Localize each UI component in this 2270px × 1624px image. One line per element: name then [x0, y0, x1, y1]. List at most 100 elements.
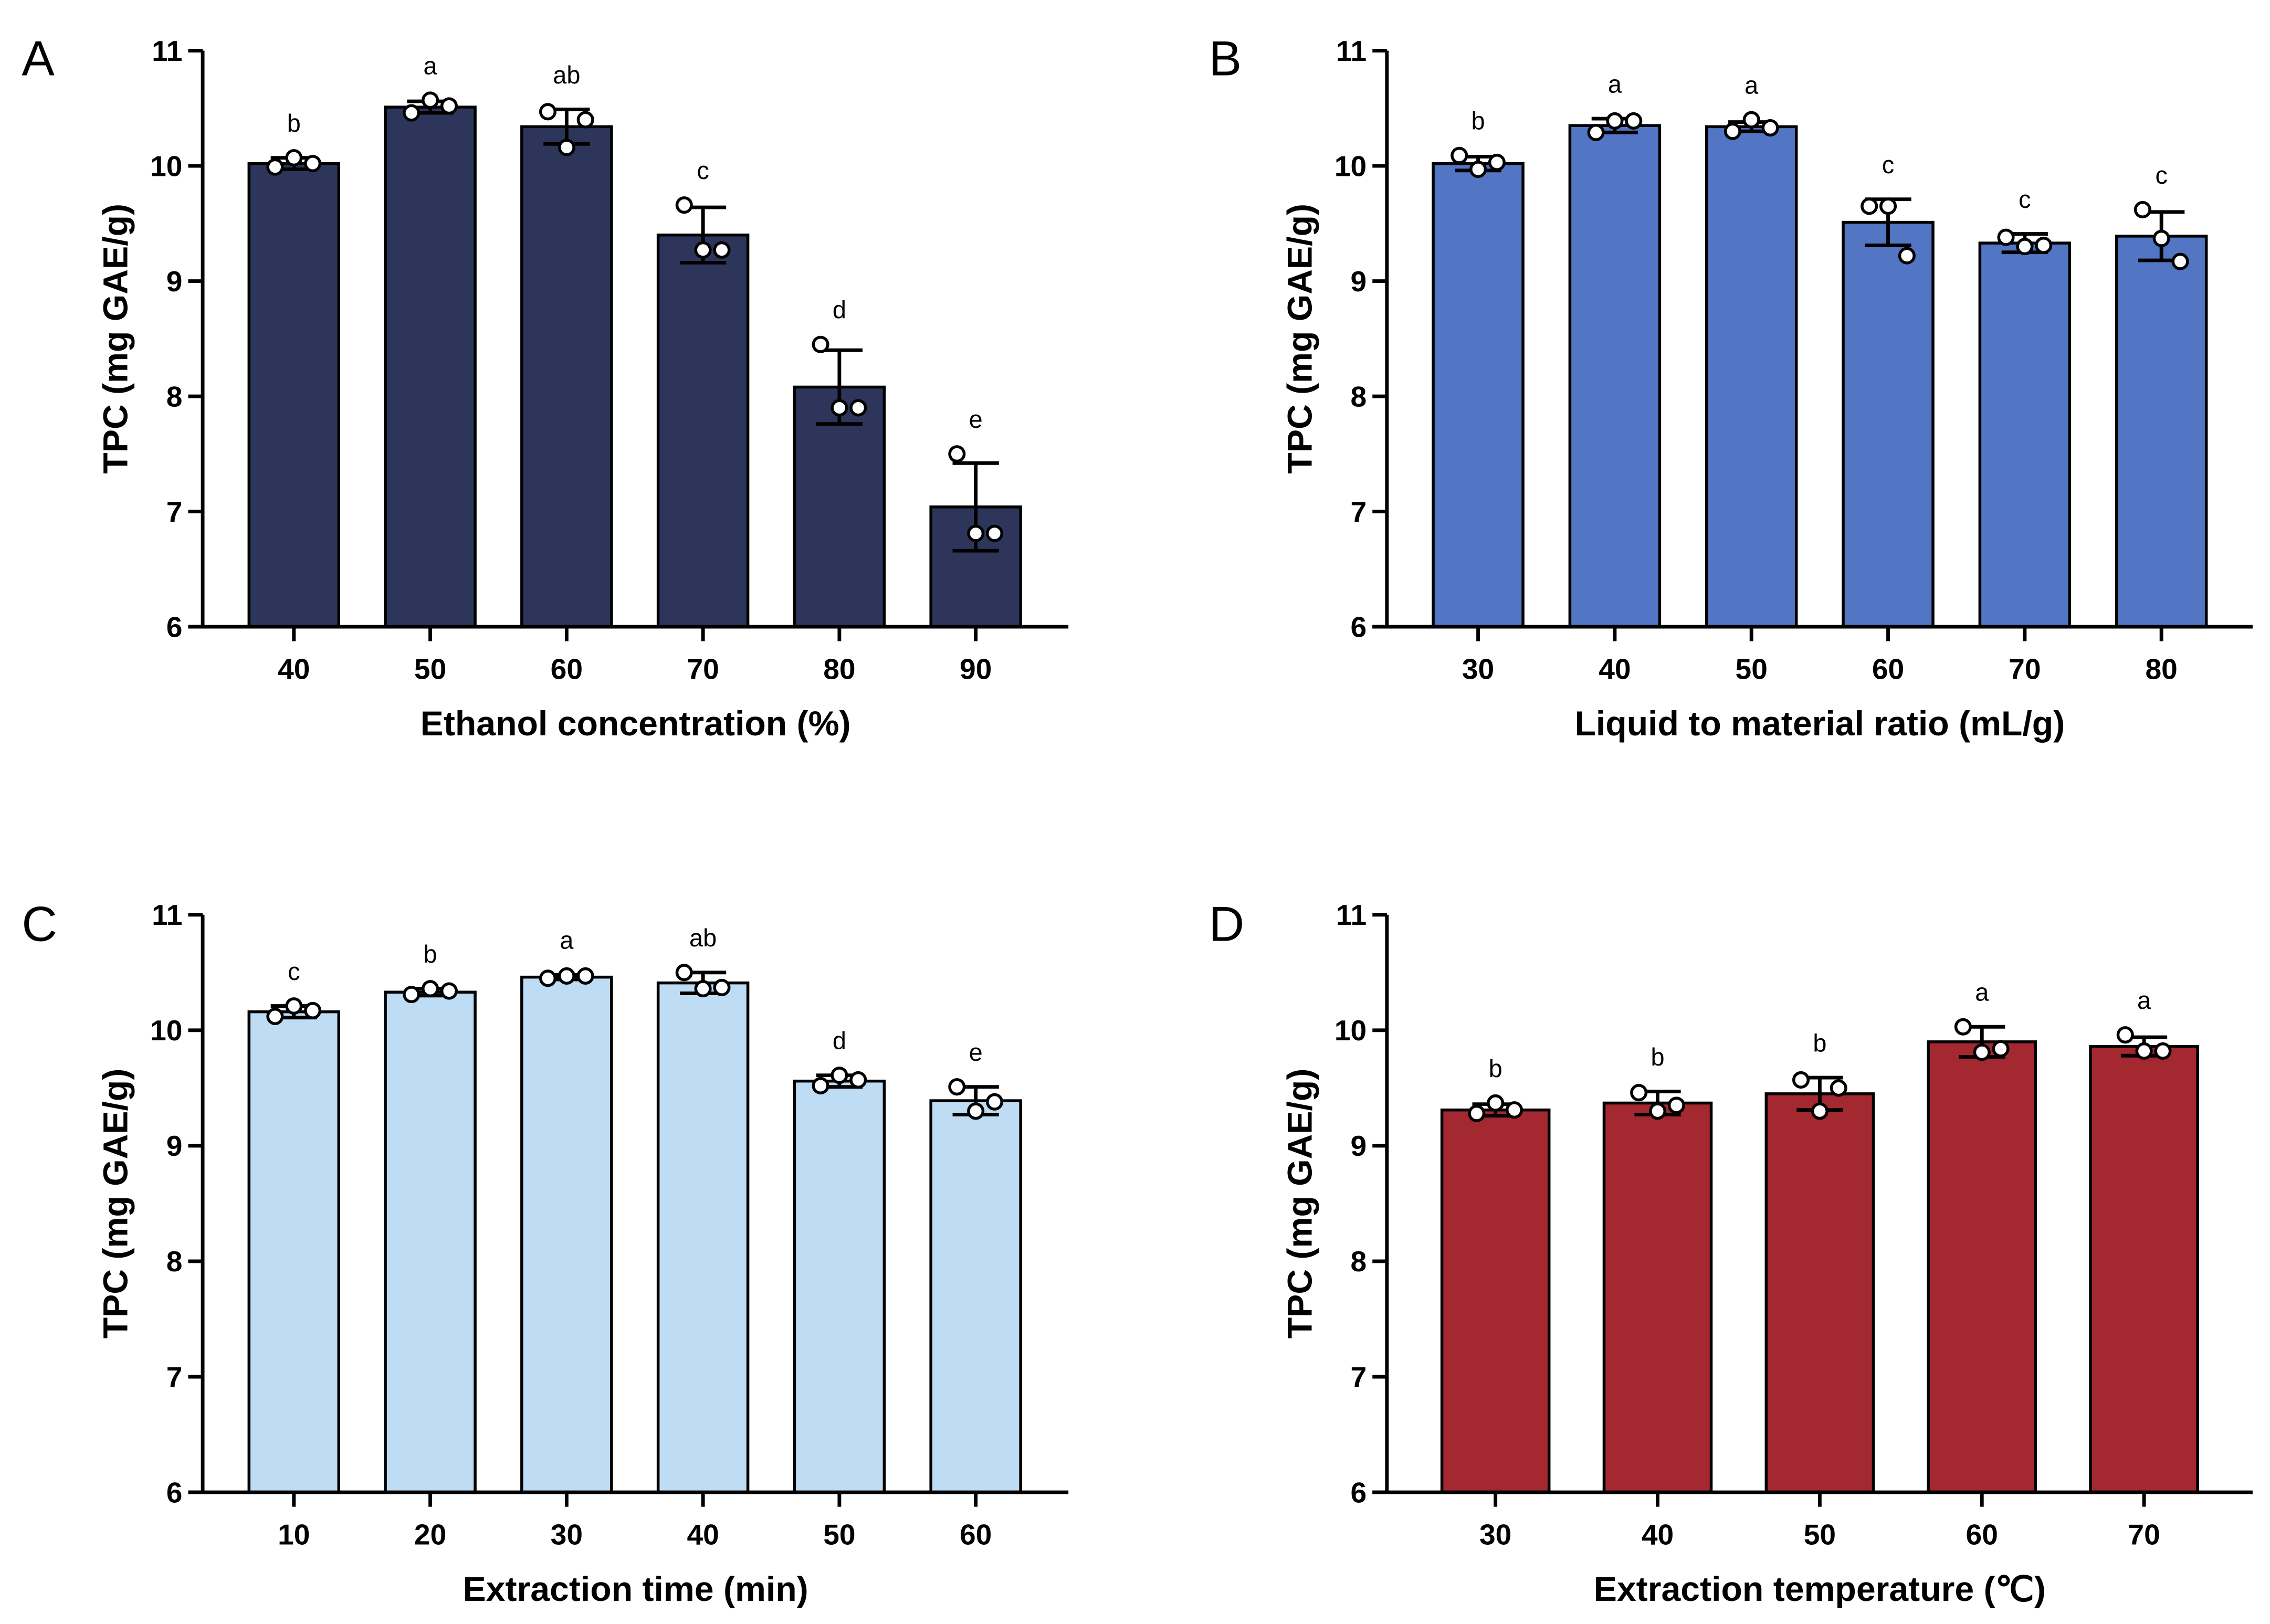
x-tick-label: 80 [823, 652, 855, 685]
data-point [2016, 238, 2034, 256]
x-tick-label: 60 [960, 1518, 992, 1551]
significance-letter: a [2137, 987, 2151, 1014]
y-tick-label: 6 [166, 1476, 183, 1509]
data-point [1761, 119, 1779, 137]
y-axis-label: TPC (mg GAE/g) [97, 204, 135, 474]
data-point [849, 1071, 867, 1089]
x-tick-label: 60 [1872, 652, 1904, 685]
significance-letter: a [1744, 72, 1759, 99]
data-point [1451, 146, 1468, 164]
data-point [539, 969, 557, 987]
x-tick-label: 70 [2009, 652, 2041, 685]
data-point [1830, 1079, 1847, 1097]
data-point [694, 241, 712, 259]
panel-letter: C [22, 896, 57, 951]
significance-letter: e [969, 1039, 983, 1066]
bar [929, 1099, 1022, 1494]
data-point [1992, 1040, 2010, 1058]
y-tick-label: 9 [1351, 1130, 1367, 1162]
data-point [831, 1067, 848, 1084]
data-point [2135, 1042, 2153, 1060]
x-tick-label: 30 [1462, 652, 1494, 685]
data-point [2035, 236, 2053, 255]
x-tick-label: 20 [414, 1518, 446, 1551]
significance-letter: c [288, 958, 300, 985]
bar [793, 1079, 886, 1494]
data-point [1630, 1084, 1648, 1102]
data-point [558, 139, 575, 156]
data-point [1742, 111, 1760, 129]
y-tick-label: 8 [1351, 1245, 1367, 1278]
data-point [304, 1001, 322, 1019]
y-tick-label: 11 [1336, 899, 1367, 931]
x-axis-label: Extraction temperature (℃) [1594, 1570, 2046, 1609]
data-point [1879, 197, 1897, 215]
significance-letter: a [1975, 979, 1989, 1006]
data-point [1606, 112, 1624, 130]
data-point [967, 524, 985, 542]
bar [247, 1010, 341, 1494]
data-point [440, 982, 458, 1000]
y-axis-label: TPC (mg GAE/g) [1280, 204, 1319, 474]
panel-c: Cc 10 b 20 a 30 ab 40 d 50 e 60 6 7 8 9 10 11 Extraction t… [22, 896, 1069, 1609]
bar [1602, 1101, 1713, 1494]
y-tick-label: 10 [1334, 150, 1367, 182]
significance-letter: c [1882, 151, 1894, 178]
y-tick-label: 10 [150, 1014, 182, 1047]
y-tick-label: 6 [1351, 610, 1367, 643]
panel-b: Bb 30 a 40 a 50 c 60 c 70 c 80 6 7 8 9 10 11 Liquid to mat… [1209, 30, 2253, 743]
x-axis-label: Ethanol concentration (%) [421, 704, 851, 743]
panel-a: Ab 40 a 50 ab 60 c 70 d 80 e 90 6 7 8 9 10 11 Ethanol conc… [22, 30, 1069, 743]
data-point [1648, 1102, 1667, 1120]
data-point [1792, 1071, 1810, 1089]
data-point [1469, 161, 1487, 178]
panel-letter: B [1209, 30, 1242, 86]
data-point [285, 997, 303, 1015]
data-point [403, 986, 421, 1004]
data-point [675, 964, 693, 982]
bar [384, 990, 477, 1494]
y-tick-label: 6 [1351, 1476, 1367, 1509]
significance-letter: d [833, 297, 846, 324]
data-point [713, 241, 731, 259]
data-point [1973, 1043, 1991, 1061]
y-tick-label: 8 [166, 380, 183, 413]
x-tick-label: 10 [278, 1518, 310, 1551]
data-point [403, 104, 421, 122]
significance-letter: c [2155, 162, 2167, 189]
y-tick-label: 11 [152, 35, 182, 67]
y-tick-label: 7 [166, 1361, 183, 1393]
bar [1764, 1092, 1875, 1494]
data-point [985, 1093, 1004, 1111]
x-tick-label: 30 [551, 1518, 583, 1551]
bar [384, 106, 477, 628]
significance-letter: b [1651, 1043, 1664, 1071]
x-tick-label: 50 [414, 652, 446, 685]
data-point [2152, 229, 2170, 247]
x-tick-label: 70 [687, 652, 719, 685]
bar [2089, 1045, 2199, 1494]
y-axis-label: TPC (mg GAE/g) [97, 1069, 135, 1339]
data-point [285, 149, 303, 167]
bar [1927, 1040, 2037, 1494]
y-axis-label: TPC (mg GAE/g) [1280, 1069, 1319, 1339]
data-point [812, 335, 829, 353]
y-tick-label: 9 [166, 1130, 183, 1162]
bar [1842, 220, 1935, 628]
significance-letter: b [1472, 108, 1485, 135]
data-point [266, 1007, 284, 1025]
bar [247, 162, 341, 628]
data-point [2154, 1042, 2172, 1060]
bar [1432, 162, 1525, 628]
x-tick-label: 50 [1736, 652, 1768, 685]
significance-letter: c [2019, 186, 2031, 213]
data-point [1667, 1096, 1685, 1114]
y-tick-label: 10 [1334, 1014, 1367, 1047]
y-tick-label: 9 [166, 265, 183, 298]
significance-letter: e [969, 406, 983, 433]
panel-d: Db 30 b 40 b 50 a 60 a 70 6 7 8 9 10 11 Extraction tempe… [1209, 896, 2253, 1609]
data-point [576, 111, 594, 129]
significance-letter: b [287, 110, 301, 137]
data-point [2171, 252, 2189, 270]
data-point [1625, 112, 1643, 130]
